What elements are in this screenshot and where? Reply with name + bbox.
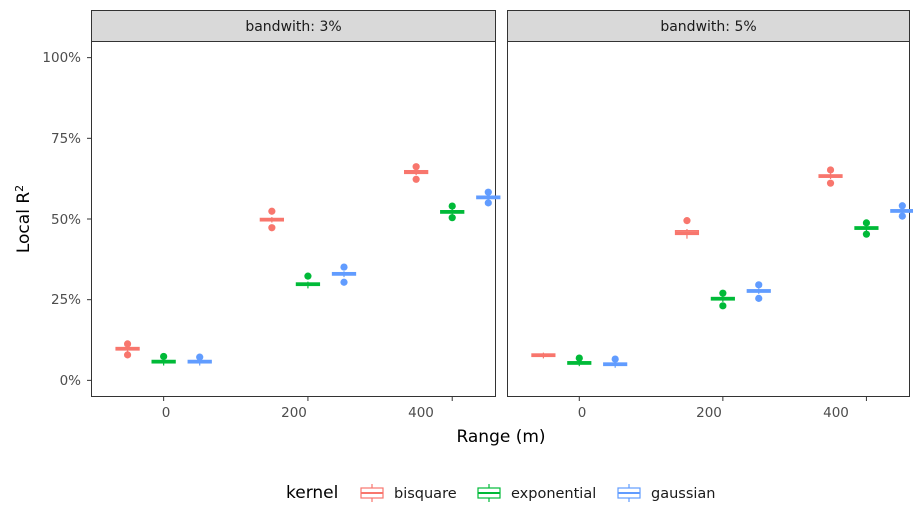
box-outlier-point: [268, 224, 276, 232]
panel-1-plot-area: [91, 41, 496, 397]
panel-2-plot-area: [507, 41, 910, 397]
box-gaussian: [746, 281, 771, 302]
box-gaussian: [187, 353, 212, 366]
box-outlier-point: [123, 351, 132, 359]
y-tick-label-50: 50%: [51, 212, 81, 228]
box-bisquare: [404, 163, 429, 183]
box-outlier-point: [683, 217, 691, 225]
y-tick-label-100: 100%: [42, 50, 81, 66]
box-outlier-point: [898, 212, 906, 220]
box-outlier-point: [448, 214, 456, 222]
box-bisquare: [674, 217, 700, 239]
box-exponential: [854, 219, 879, 238]
legend-label-exponential: exponential: [511, 486, 596, 502]
box-outlier-point: [268, 207, 276, 215]
legend-key-bisquare: [358, 484, 386, 502]
y-tick-label-0: 0%: [60, 373, 82, 389]
box-bisquare: [115, 340, 140, 359]
panel-2-strip: [507, 10, 910, 42]
y-tick-label-25: 25%: [51, 292, 81, 308]
box-exponential: [710, 289, 735, 310]
box-outlier-point: [340, 263, 348, 271]
panel-2-marks: [531, 166, 913, 368]
box-gaussian: [603, 355, 628, 368]
x-tick-label-400: 400: [408, 405, 434, 421]
panel-1-marks: [115, 163, 501, 366]
box-exponential: [440, 202, 465, 222]
x-axis-panel-1: 0 200 400: [162, 405, 434, 421]
box-gaussian: [331, 263, 357, 286]
legend-label-bisquare: bisquare: [394, 486, 457, 502]
legend-key-exponential: [475, 484, 503, 502]
box-outlier-point: [826, 179, 835, 187]
x-axis-title: Range (m): [456, 427, 545, 447]
panel-1: bandwith: 3%: [91, 10, 501, 397]
x-tick-label-0: 0: [162, 405, 171, 421]
box-outlier-point: [826, 166, 835, 174]
box-gaussian: [476, 188, 501, 207]
legend: kernel bisquare exponential gaussian: [286, 483, 716, 503]
x-tick-label-0: 0: [578, 405, 587, 421]
box-outlier-point: [412, 163, 420, 171]
y-axis-title: Local R2: [13, 185, 35, 253]
box-outlier-point: [575, 354, 583, 362]
y-tick-label-75: 75%: [51, 131, 81, 147]
box-outlier-point: [719, 302, 727, 310]
y-axis: 0% 25% 50% 75% 100%: [42, 50, 92, 389]
box-outlier-point: [755, 294, 763, 302]
box-exponential: [295, 272, 321, 289]
box-bisquare: [818, 166, 843, 187]
panel-2: bandwith: 5%: [507, 10, 913, 397]
box-outlier-point: [898, 202, 906, 210]
box-outlier-point: [611, 355, 619, 363]
box-outlier-point: [412, 175, 420, 183]
box-outlier-point: [304, 272, 312, 280]
box-exponential: [567, 354, 592, 367]
box-bisquare: [531, 352, 556, 359]
box-outlier-point: [862, 230, 871, 238]
box-outlier-point: [755, 281, 763, 289]
box-outlier-point: [862, 219, 871, 227]
box-exponential: [151, 352, 176, 366]
legend-keys: [358, 484, 643, 502]
y-axis-title-main: Local R: [14, 192, 34, 253]
legend-title: kernel: [286, 483, 338, 503]
panel-1-strip: [91, 10, 496, 42]
box-outlier-point: [340, 278, 348, 286]
legend-label-gaussian: gaussian: [651, 486, 716, 502]
box-bisquare: [259, 207, 285, 232]
box-outlier-point: [484, 199, 492, 207]
y-axis-title-superscript: 2: [13, 185, 26, 192]
box-gaussian: [890, 202, 913, 220]
x-tick-label-400: 400: [823, 405, 849, 421]
box-outlier-point: [196, 353, 204, 361]
box-outlier-point: [484, 188, 492, 196]
legend-key-gaussian: [615, 484, 643, 502]
box-outlier-point: [448, 202, 456, 210]
x-tick-label-200: 200: [696, 405, 722, 421]
box-outlier-point: [160, 352, 168, 361]
box-outlier-point: [719, 289, 727, 297]
x-axis-panel-2: 0 200 400: [578, 405, 849, 421]
panel-2-strip-label: bandwith: 5%: [660, 19, 756, 35]
x-tick-label-200: 200: [281, 405, 307, 421]
box-outlier-point: [123, 340, 132, 348]
panel-1-strip-label: bandwith: 3%: [245, 19, 341, 35]
